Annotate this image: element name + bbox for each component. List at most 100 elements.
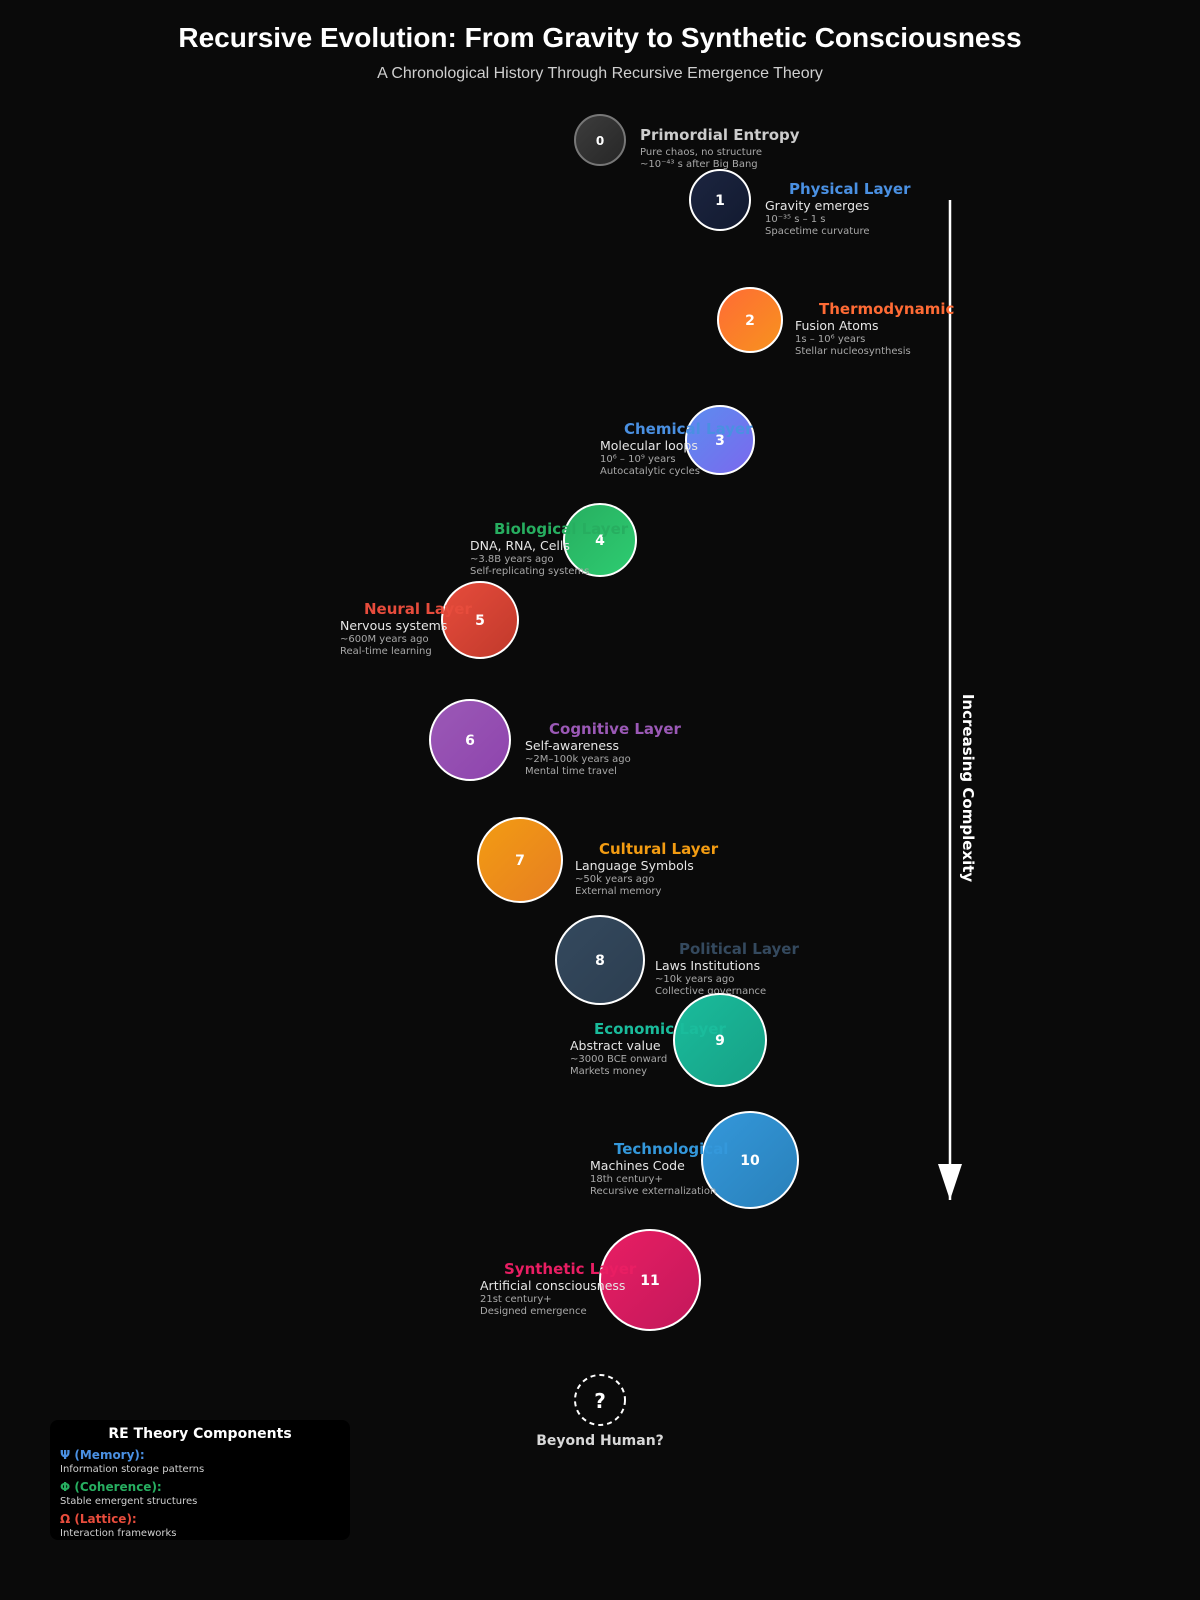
beyond-node: ? Beyond Human? bbox=[536, 1374, 664, 1449]
layer-chemical-circle bbox=[685, 405, 755, 475]
layer-synthetic-time: 21st century+ bbox=[480, 1294, 552, 1305]
layer-neural-description: Nervous systems bbox=[340, 618, 447, 633]
layer-primordial-circle bbox=[574, 114, 626, 166]
layer-economic-description: Abstract value bbox=[570, 1038, 661, 1053]
layer-chemical-note: Autocatalytic cycles bbox=[600, 466, 700, 477]
layer-cognitive-description: Self-awareness bbox=[525, 738, 619, 753]
layer-technological-time: 18th century+ bbox=[590, 1174, 663, 1185]
layer-physical-description: Gravity emerges bbox=[765, 198, 869, 213]
layer-technological-circle bbox=[701, 1111, 799, 1209]
layer-thermodynamic-time: 1s – 10⁶ years bbox=[795, 334, 865, 345]
layer-primordial-number: 0 bbox=[596, 134, 604, 148]
layer-cultural-title: Cultural Layer bbox=[599, 840, 719, 858]
layer-biological-circle bbox=[563, 503, 637, 577]
complexity-axis-label: Increasing Complexity bbox=[959, 694, 977, 883]
layer-economic-circle bbox=[673, 993, 767, 1087]
layer-political-description: Laws Institutions bbox=[655, 958, 760, 973]
layer-cultural-description: Language Symbols bbox=[575, 858, 694, 873]
layer-technological-number: 10 bbox=[740, 1153, 760, 1169]
legend-item-desc: Information storage patterns bbox=[60, 1464, 205, 1475]
layer-physical-note: Spacetime curvature bbox=[765, 226, 870, 237]
layer-synthetic-circle bbox=[599, 1229, 701, 1331]
layer-economic-time: ~3000 BCE onward bbox=[570, 1054, 667, 1065]
beyond-node-symbol: ? bbox=[594, 1389, 606, 1413]
layer-physical-circle bbox=[689, 169, 751, 231]
legend-item-desc: Interaction frameworks bbox=[60, 1528, 177, 1539]
layer-neural-note: Real-time learning bbox=[340, 646, 432, 657]
layer-technological-title: Technological bbox=[614, 1140, 728, 1158]
page-title: Recursive Evolution: From Gravity to Syn… bbox=[178, 22, 1022, 53]
layer-primordial-title: Primordial Entropy bbox=[640, 126, 800, 144]
layer-biological-number: 4 bbox=[595, 533, 605, 549]
layer-cognitive-note: Mental time travel bbox=[525, 766, 617, 777]
layer-synthetic-title: Synthetic Layer bbox=[504, 1260, 637, 1278]
legend-item-coherence: Φ (Coherence): Stable emergent structure… bbox=[60, 1480, 340, 1508]
layer-primordial-note: ~10⁻⁴³ s after Big Bang bbox=[640, 159, 758, 170]
complexity-arrow-head bbox=[938, 1164, 962, 1200]
layer-cognitive-number: 6 bbox=[465, 733, 475, 749]
layer-political-title: Political Layer bbox=[679, 940, 799, 958]
legend-panel: RE Theory Components Ψ (Memory): Informa… bbox=[50, 1420, 350, 1540]
beyond-node-circle bbox=[574, 1374, 626, 1426]
layer-cognitive-title: Cognitive Layer bbox=[549, 720, 682, 738]
layer-political-number: 8 bbox=[595, 953, 605, 969]
layer-primordial-node: 0 Primordial Entropy Pure chaos, no struct… bbox=[574, 114, 800, 170]
layer-cultural-circle bbox=[477, 817, 563, 903]
layer-neural-number: 5 bbox=[475, 613, 485, 629]
layer-cultural-number: 7 bbox=[515, 853, 525, 869]
legend-item-memory: Ψ (Memory): Information storage patterns bbox=[60, 1448, 340, 1476]
legend-item-desc: Stable emergent structures bbox=[60, 1496, 198, 1507]
layer-cognitive-time: ~2M–100k years ago bbox=[525, 754, 631, 765]
layer-biological-note: Self-replicating systems bbox=[470, 566, 589, 577]
layer-political-note: Collective governance bbox=[655, 986, 766, 997]
layer-synthetic-number: 11 bbox=[640, 1273, 659, 1289]
layer-physical-title: Physical Layer bbox=[789, 180, 911, 198]
beyond-node-label: Beyond Human? bbox=[536, 1433, 664, 1449]
layer-cultural-time: ~50k years ago bbox=[575, 874, 654, 885]
legend-item-name: Ψ (Memory): bbox=[60, 1448, 145, 1462]
layer-biological-description: DNA, RNA, Cells bbox=[470, 538, 570, 553]
layer-thermodynamic-number: 2 bbox=[745, 313, 755, 329]
legend-item-name: Ω (Lattice): bbox=[60, 1512, 137, 1526]
legend-item-name: Φ (Coherence): bbox=[60, 1480, 162, 1494]
layer-economic-note: Markets money bbox=[570, 1066, 647, 1077]
layer-political-circle bbox=[555, 915, 645, 1005]
page-subtitle: A Chronological History Through Recursiv… bbox=[377, 65, 823, 82]
layer-neural-time: ~600M years ago bbox=[340, 634, 429, 645]
layer-chemical-title: Chemical Layer bbox=[624, 420, 753, 438]
layer-chemical-number: 3 bbox=[715, 433, 725, 449]
layer-primordial-time: Pure chaos, no structure bbox=[640, 147, 762, 158]
layer-thermodynamic-note: Stellar nucleosynthesis bbox=[795, 346, 911, 357]
layer-technological-note: Recursive externalization bbox=[590, 1186, 716, 1197]
layer-physical-number: 1 bbox=[715, 193, 725, 209]
layer-physical-time: 10⁻³⁵ s – 1 s bbox=[765, 214, 826, 225]
layer-technological-description: Machines Code bbox=[590, 1158, 685, 1173]
legend-title: RE Theory Components bbox=[108, 1426, 292, 1442]
layer-thermodynamic-description: Fusion Atoms bbox=[795, 318, 879, 333]
layer-biological-title: Biological Layer bbox=[494, 520, 629, 538]
layer-cultural-note: External memory bbox=[575, 886, 662, 897]
layer-economic-title: Economic Layer bbox=[594, 1020, 726, 1038]
layer-neural-circle bbox=[441, 581, 519, 659]
layer-political-time: ~10k years ago bbox=[655, 974, 734, 985]
layer-biological-time: ~3.8B years ago bbox=[470, 554, 554, 565]
layer-chemical-description: Molecular loops bbox=[600, 438, 698, 453]
layer-chemical-time: 10⁶ – 10⁹ years bbox=[600, 454, 676, 465]
layer-neural-title: Neural Layer bbox=[364, 600, 472, 618]
layer-thermodynamic-title: Thermodynamic bbox=[819, 300, 954, 318]
layer-synthetic-note: Designed emergence bbox=[480, 1306, 587, 1317]
layer-synthetic-description: Artificial consciousness bbox=[480, 1278, 625, 1293]
layer-cognitive-circle bbox=[429, 699, 511, 781]
layer-economic-number: 9 bbox=[715, 1033, 725, 1049]
